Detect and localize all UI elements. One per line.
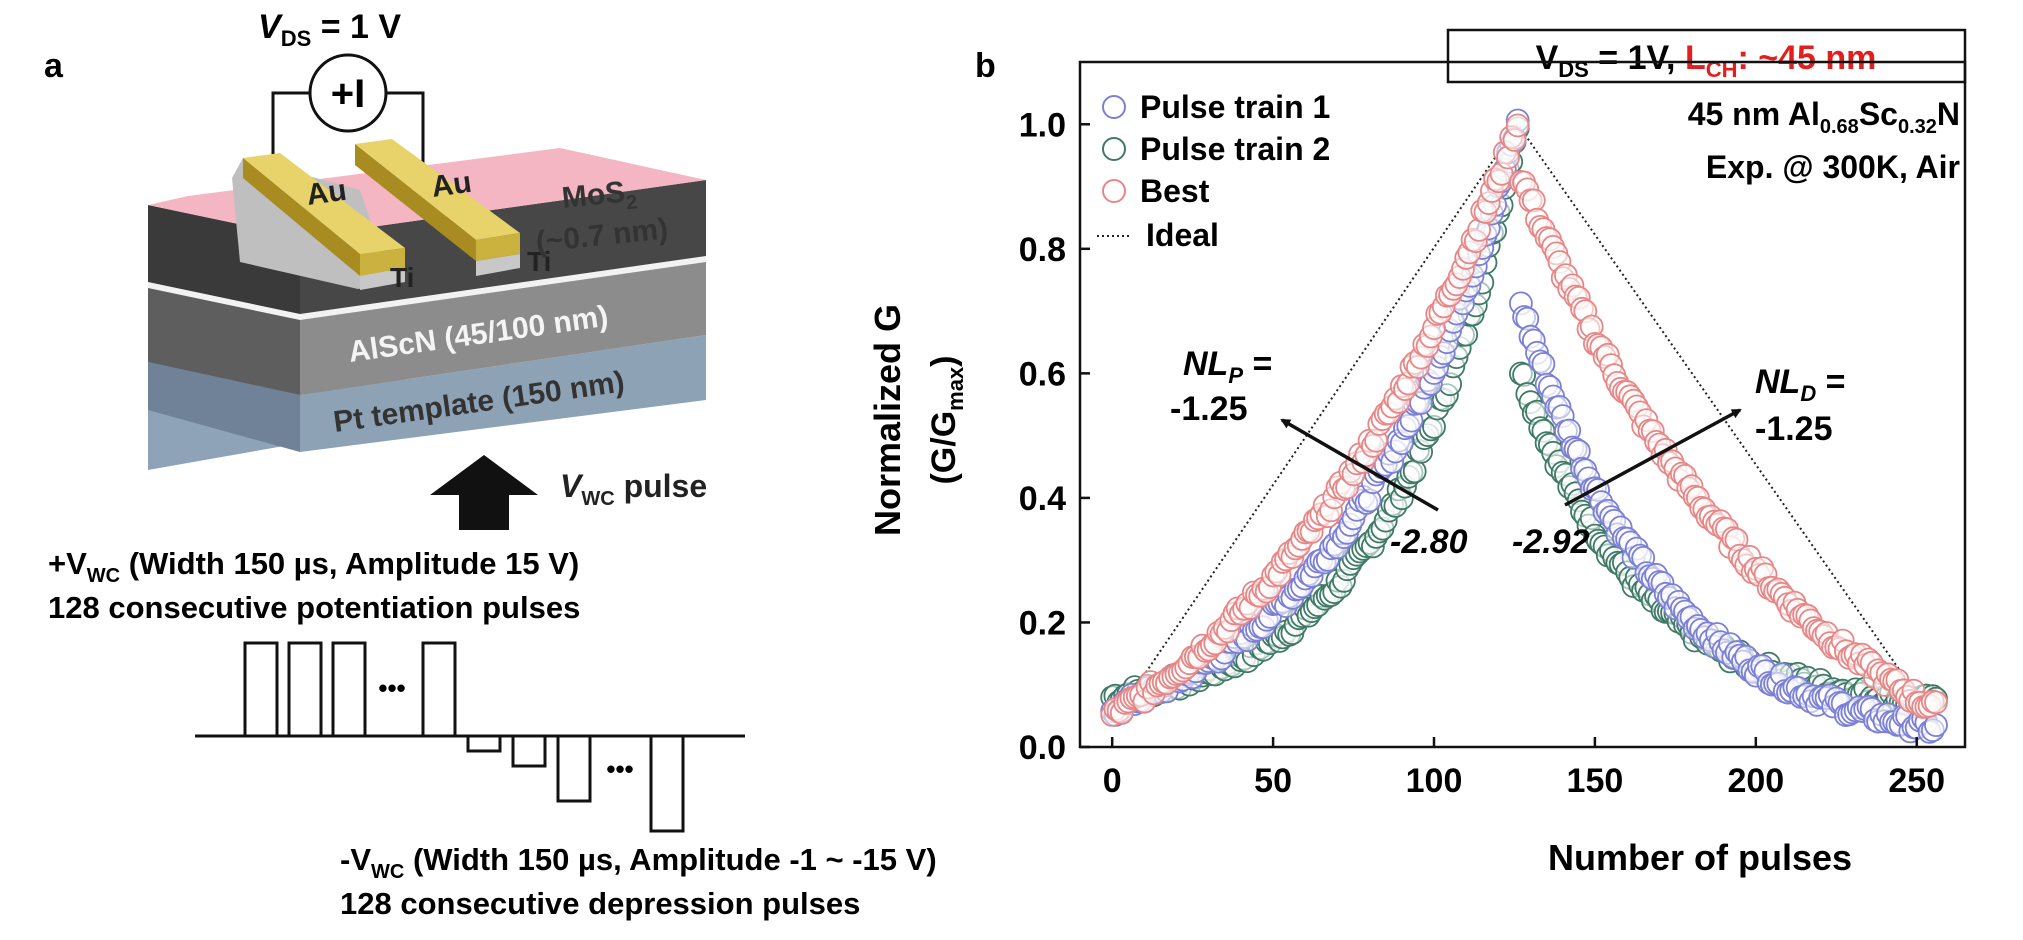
condition-text: VDS = 1V, LCH: ~45 nm bbox=[1536, 39, 1877, 82]
plot-frame bbox=[1078, 60, 1967, 749]
y-tick-label: 0.6 bbox=[1019, 355, 1066, 393]
pulse-arrow bbox=[430, 455, 538, 530]
data-point bbox=[1521, 188, 1546, 213]
au-left-top bbox=[243, 153, 405, 254]
ti-right-label: Ti bbox=[527, 246, 551, 277]
x-tick-label: 200 bbox=[1727, 762, 1784, 800]
panel-a: a VDS = 1 V +I bbox=[44, 8, 937, 921]
legend: Pulse train 1 Pulse train 2 Best Ideal bbox=[1097, 89, 1330, 253]
pt-side-face bbox=[148, 362, 300, 452]
device-stack bbox=[148, 139, 706, 470]
meter-circle bbox=[308, 53, 388, 133]
neg-pulse bbox=[556, 734, 592, 803]
pos-pulse-dots: ••• bbox=[378, 673, 405, 703]
au-right-label: Au bbox=[429, 166, 473, 204]
current-meter: +I bbox=[271, 53, 425, 182]
vwc-pulse-label: VWC pulse bbox=[560, 468, 707, 510]
y-tick-label: 0.8 bbox=[1019, 231, 1066, 269]
ti-left-label: Ti bbox=[390, 262, 414, 293]
nlp-value: -1.25 bbox=[1170, 390, 1248, 428]
ti-left-front bbox=[360, 268, 405, 290]
pos-pulse bbox=[421, 641, 457, 738]
y-tick-label: 1.0 bbox=[1019, 106, 1066, 144]
worst-dep-nl: -2.92 bbox=[1512, 523, 1590, 561]
y-tick-label: 0.2 bbox=[1019, 604, 1066, 642]
y-tick-label: 0.4 bbox=[1019, 480, 1066, 518]
mos2-label: MoS2 bbox=[560, 174, 638, 221]
ti-right-base bbox=[476, 254, 520, 276]
legend-label-pulse-train-1: Pulse train 1 bbox=[1140, 89, 1330, 125]
x-tick-label: 50 bbox=[1254, 762, 1292, 800]
legend-marker-best bbox=[1102, 179, 1126, 203]
legend-label-ideal: Ideal bbox=[1146, 217, 1219, 253]
panel-b-label: b bbox=[975, 47, 996, 85]
neg-pulse bbox=[649, 734, 685, 833]
axis-ticks: 0 50 100 150 200 250 0.0 0.2 0.4 0.6 0.8 1.0 bbox=[1019, 106, 1945, 800]
depression-line-1: -VWC (Width 150 µs, Amplitude -1 ~ -15 V… bbox=[340, 842, 937, 883]
potentiation-line-1: +VWC (Width 150 µs, Amplitude 15 V) bbox=[48, 546, 579, 587]
legend-marker-pulse-train-1 bbox=[1102, 95, 1126, 119]
neg-pulse-dots: ••• bbox=[606, 754, 633, 784]
panel-a-label: a bbox=[44, 47, 64, 85]
au-right-front bbox=[476, 233, 520, 261]
pos-pulse bbox=[331, 641, 367, 738]
y-tick-label: 0.0 bbox=[1019, 729, 1066, 767]
data-point bbox=[1924, 690, 1948, 715]
au-left-side bbox=[243, 158, 360, 276]
nld-label: NLD = bbox=[1755, 363, 1846, 406]
data-point bbox=[1531, 352, 1556, 376]
plot-area bbox=[1100, 108, 1948, 744]
x-axis-label: Number of pulses bbox=[1548, 837, 1852, 878]
series-pulse-train-1 bbox=[1100, 108, 1948, 744]
x-tick-label: 250 bbox=[1888, 762, 1945, 800]
au-left-label: Au bbox=[304, 174, 348, 212]
neg-pulse bbox=[511, 734, 547, 768]
au-left-front bbox=[360, 248, 405, 276]
y-axis-label-line-2: (G/Gmax) bbox=[925, 355, 968, 484]
legend-label-pulse-train-2: Pulse train 2 bbox=[1140, 131, 1330, 167]
series-best bbox=[1100, 113, 1948, 727]
wire-right bbox=[386, 91, 425, 165]
pt-front-face bbox=[300, 335, 706, 452]
legend-label-best: Best bbox=[1140, 173, 1210, 209]
nld-arrow bbox=[1564, 408, 1742, 507]
nlp-arrow bbox=[1280, 418, 1439, 512]
potentiation-line-2: 128 consecutive potentiation pulses bbox=[48, 590, 580, 625]
neg-pulse bbox=[466, 734, 502, 753]
pos-pulse bbox=[243, 641, 279, 738]
x-tick-label: 0 bbox=[1103, 762, 1122, 800]
data-point bbox=[1402, 459, 1427, 484]
nld-value: -1.25 bbox=[1755, 410, 1833, 448]
au-right-side bbox=[355, 144, 476, 261]
pos-pulse bbox=[287, 641, 323, 738]
data-point bbox=[1505, 113, 1530, 138]
x-tick-label: 150 bbox=[1567, 762, 1624, 800]
ideal-line bbox=[1111, 122, 1937, 723]
alscn-front-face bbox=[300, 260, 706, 395]
vds-label: VDS = 1 V bbox=[258, 8, 401, 51]
nlp-label: NLP = bbox=[1183, 345, 1272, 388]
au-right-top bbox=[355, 139, 520, 240]
worst-pot-nl: -2.80 bbox=[1390, 523, 1468, 561]
alscn-side-face bbox=[148, 286, 300, 395]
pulse-schematic: ••• ••• bbox=[195, 641, 745, 833]
condition-box bbox=[1446, 28, 1967, 84]
meter-symbol: +I bbox=[331, 72, 365, 116]
panel-b: b VDS = 1V, LCH: ~45 nm 45 nm Al0.68Sc0.… bbox=[867, 28, 1967, 878]
y-axis-label-line-1: Normalized G bbox=[867, 304, 908, 536]
measurement-info: Exp. @ 300K, Air bbox=[1706, 149, 1960, 185]
depression-line-2: 128 consecutive depression pulses bbox=[340, 886, 860, 921]
legend-marker-pulse-train-2 bbox=[1102, 137, 1126, 161]
wire-left bbox=[271, 91, 310, 182]
material-info: 45 nm Al0.68Sc0.32N bbox=[1688, 96, 1960, 138]
x-tick-label: 100 bbox=[1406, 762, 1463, 800]
